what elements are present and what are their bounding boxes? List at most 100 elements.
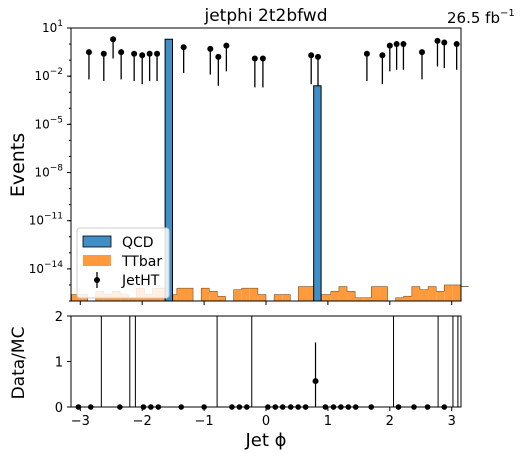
ttbar-bar [428, 286, 437, 301]
y-tick-base: 10 [34, 117, 49, 131]
jetht-point [379, 52, 386, 59]
y-tick-label: 101 [42, 19, 63, 35]
y-tick-base: 10 [34, 166, 49, 180]
ttbar-bar [330, 291, 339, 301]
ratio-x-tick-label: −1 [195, 414, 214, 429]
jetht-point [441, 39, 448, 46]
y-tick-exponent: −5 [50, 115, 63, 125]
ttbar-bar [274, 294, 283, 301]
jetht-point [363, 50, 370, 57]
ttbar-bar [395, 297, 404, 301]
ratio-panel: 0 1 2 −3 −2 −1 0 1 2 3 [55, 310, 462, 429]
jetht-point [100, 50, 107, 57]
ttbar-bar [363, 297, 372, 301]
y-tick-exponent: −8 [50, 164, 64, 174]
jetht-point [453, 41, 460, 48]
ttbar-bar [128, 297, 137, 301]
ttbar-bar [403, 296, 412, 301]
ratio-x-tick-label: 3 [448, 414, 456, 429]
legend-label: JetHT [121, 273, 160, 289]
jetht-point [315, 53, 321, 60]
jetht-point [118, 49, 125, 56]
lumi-exponent: −1 [500, 8, 515, 19]
y-tick-exponent: 1 [57, 19, 63, 29]
jetht-point [434, 37, 441, 44]
y-tick-exponent: −11 [44, 212, 63, 222]
ttbar-bar [217, 296, 226, 301]
jetht-point [131, 50, 138, 57]
ttbar-bar [241, 288, 250, 301]
jetht-point [215, 53, 222, 60]
qcd-bar [313, 85, 322, 302]
jetht-point [180, 44, 187, 51]
jetht-point [251, 55, 258, 62]
lumi-label: 26.5 fb−1 [447, 8, 515, 27]
ttbar-bar [209, 291, 218, 301]
jetht-point [223, 42, 230, 49]
figure-labels: jetphi 2t2bfwd 26.5 fb−1 Events Data/MC … [7, 6, 515, 451]
chart-title: jetphi 2t2bfwd [203, 6, 327, 26]
y-axis-label-events: Events [7, 133, 29, 197]
jetht-point [110, 36, 117, 43]
ttbar-bar [306, 286, 315, 301]
y-tick-label: 10−14 [29, 260, 64, 276]
jetht-point [154, 50, 161, 57]
ratio-x-tick-label: 2 [386, 414, 394, 429]
jetht-point [259, 55, 266, 62]
jetht-point [85, 49, 92, 56]
y-tick-exponent: −14 [44, 260, 63, 270]
jetht-point [393, 41, 400, 48]
jetht-point [400, 41, 407, 48]
x-axis-label: Jet ϕ [244, 430, 286, 451]
ratio-x-tick-label: 1 [324, 414, 332, 429]
ttbar-bar [419, 289, 429, 301]
ratio-y-tick-label: 1 [55, 356, 63, 371]
ratio-point [312, 378, 319, 385]
legend-swatch [83, 255, 111, 266]
y-tick-label: 10−8 [34, 164, 63, 180]
ttbar-bar [184, 288, 194, 301]
y-tick-base: 10 [29, 262, 44, 276]
ttbar-bar [282, 294, 291, 301]
legend: QCD TTbar JetHT [76, 227, 170, 299]
jetht-point [308, 52, 315, 59]
y-tick-label: 10−11 [29, 212, 63, 228]
y-tick-base: 10 [34, 69, 49, 83]
ratio-x-tick-label: −3 [71, 414, 90, 429]
jetht-point [146, 50, 153, 57]
ratio-y-tick-label: 2 [55, 310, 63, 325]
y-axis-label-ratio: Data/MC [9, 327, 29, 400]
legend-swatch [82, 235, 112, 248]
ratio-y-tick-label: 0 [55, 401, 63, 416]
ttbar-bar [371, 286, 380, 301]
ttbar-bar [355, 297, 364, 301]
ttbar-bar [436, 291, 445, 301]
ttbar-bar [338, 286, 348, 301]
ratio-x-tick-label: 0 [262, 414, 270, 429]
ttbar-bar [379, 286, 388, 301]
y-tick-label: 10−5 [34, 115, 63, 131]
jetht-point [139, 52, 146, 59]
y-tick-label: 10−2 [34, 67, 63, 83]
legend-label: QCD [122, 235, 154, 251]
ttbar-bar [322, 294, 331, 301]
lumi-text: 26.5 fb [447, 9, 500, 27]
ttbar-bar [233, 289, 242, 301]
ttbar-bar [298, 286, 307, 301]
ttbar-bar [411, 286, 420, 301]
ttbar-bar [176, 288, 185, 301]
legend-label: TTbar [121, 254, 162, 270]
ttbar-bar [249, 288, 258, 301]
ttbar-bar [347, 291, 356, 301]
ttbar-bar [257, 294, 266, 301]
jetht-point [386, 42, 393, 49]
ttbar-bar [71, 294, 80, 301]
ttbar-bar [201, 288, 210, 301]
ttbar-bar [452, 284, 461, 301]
ttbar-bar [444, 284, 453, 301]
y-tick-base: 10 [29, 214, 44, 228]
legend-marker-point [94, 277, 100, 283]
